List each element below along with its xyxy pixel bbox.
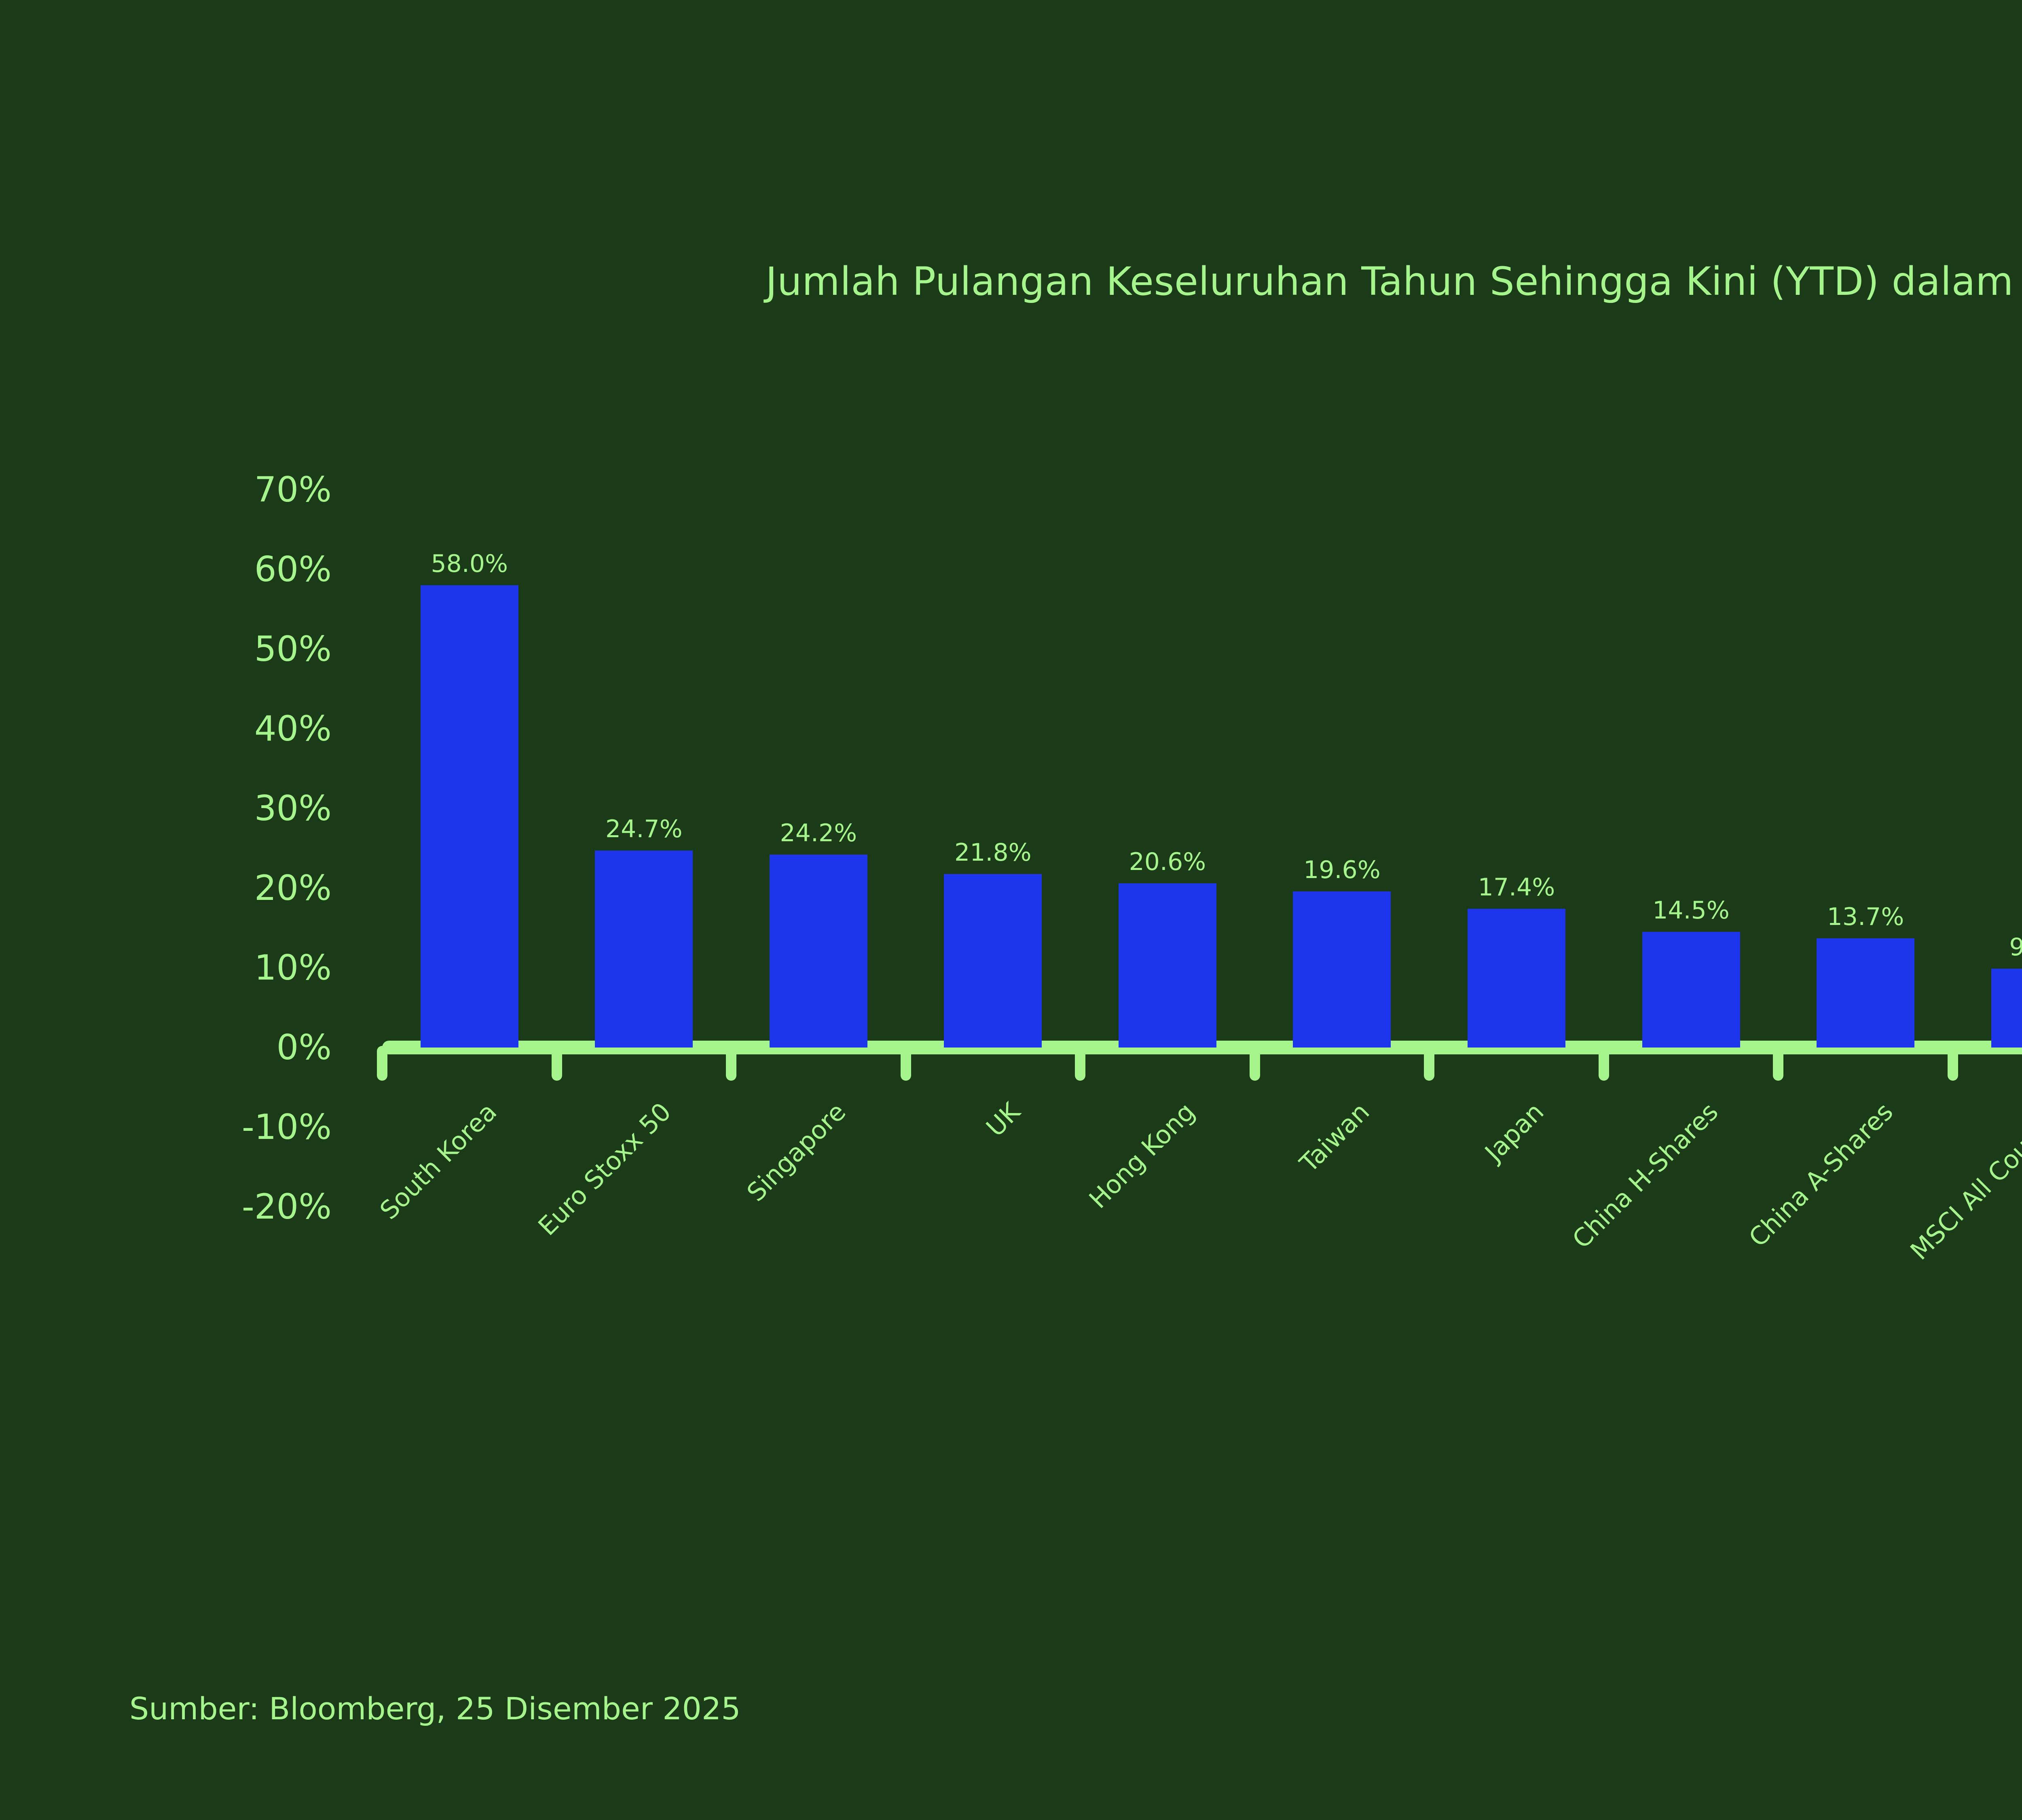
bar[interactable] (1293, 891, 1391, 1048)
y-axis-tick-label: 60% (254, 549, 332, 590)
y-axis: 70% 60% 50% 40% 30% 20% 10% 0% -10% -20% (0, 457, 356, 1227)
bar[interactable] (944, 874, 1042, 1048)
bar[interactable] (1817, 938, 1915, 1048)
bar-value-label: 14.5% (1652, 896, 1730, 925)
bar-value-label: 13.7% (1827, 903, 1904, 931)
bar[interactable] (1642, 932, 1740, 1048)
y-axis-tick-label: -20% (241, 1187, 332, 1227)
x-axis-tick (1947, 1046, 1958, 1081)
source-note: Sumber: Bloomberg, 25 Disember 2025 (129, 1691, 741, 1727)
x-axis-tick (1075, 1046, 1086, 1081)
y-axis-tick-label: -10% (241, 1107, 332, 1147)
y-axis-tick-label: 70% (254, 470, 332, 510)
bar-value-label: 9.9% (2009, 933, 2022, 961)
y-axis-tick-label: 10% (254, 948, 332, 988)
x-axis-tick (551, 1046, 562, 1081)
x-axis-tick (1598, 1046, 1609, 1081)
x-axis-tick (377, 1046, 387, 1081)
page-title: Jumlah Pulangan Keseluruhan Tahun Sehing… (766, 259, 2022, 304)
y-axis-tick-label: 30% (254, 788, 332, 829)
x-axis-tick (1424, 1046, 1435, 1081)
bar[interactable] (420, 585, 518, 1048)
x-axis-tick (1773, 1046, 1784, 1081)
x-axis-tick (726, 1046, 737, 1081)
bar[interactable] (1991, 968, 2022, 1048)
bar[interactable] (595, 851, 693, 1048)
bar-value-label: 21.8% (954, 838, 1032, 867)
bar[interactable] (1118, 883, 1216, 1048)
bar-value-label: 58.0% (431, 550, 508, 578)
y-axis-tick-label: 20% (254, 868, 332, 908)
bar-value-label: 24.2% (780, 819, 857, 848)
y-axis-tick-label: 50% (254, 629, 332, 669)
y-axis-tick-label: 0% (276, 1027, 332, 1068)
bar-value-label: 19.6% (1303, 855, 1381, 884)
x-axis-tick (1249, 1046, 1260, 1081)
bar-value-label: 17.4% (1478, 873, 1555, 902)
y-axis-tick-label: 40% (254, 709, 332, 749)
bar[interactable] (769, 855, 867, 1048)
bar-value-label: 24.7% (605, 815, 683, 844)
bar[interactable] (1467, 909, 1565, 1048)
x-axis-tick (900, 1046, 911, 1081)
bar-value-label: 20.6% (1129, 848, 1206, 876)
